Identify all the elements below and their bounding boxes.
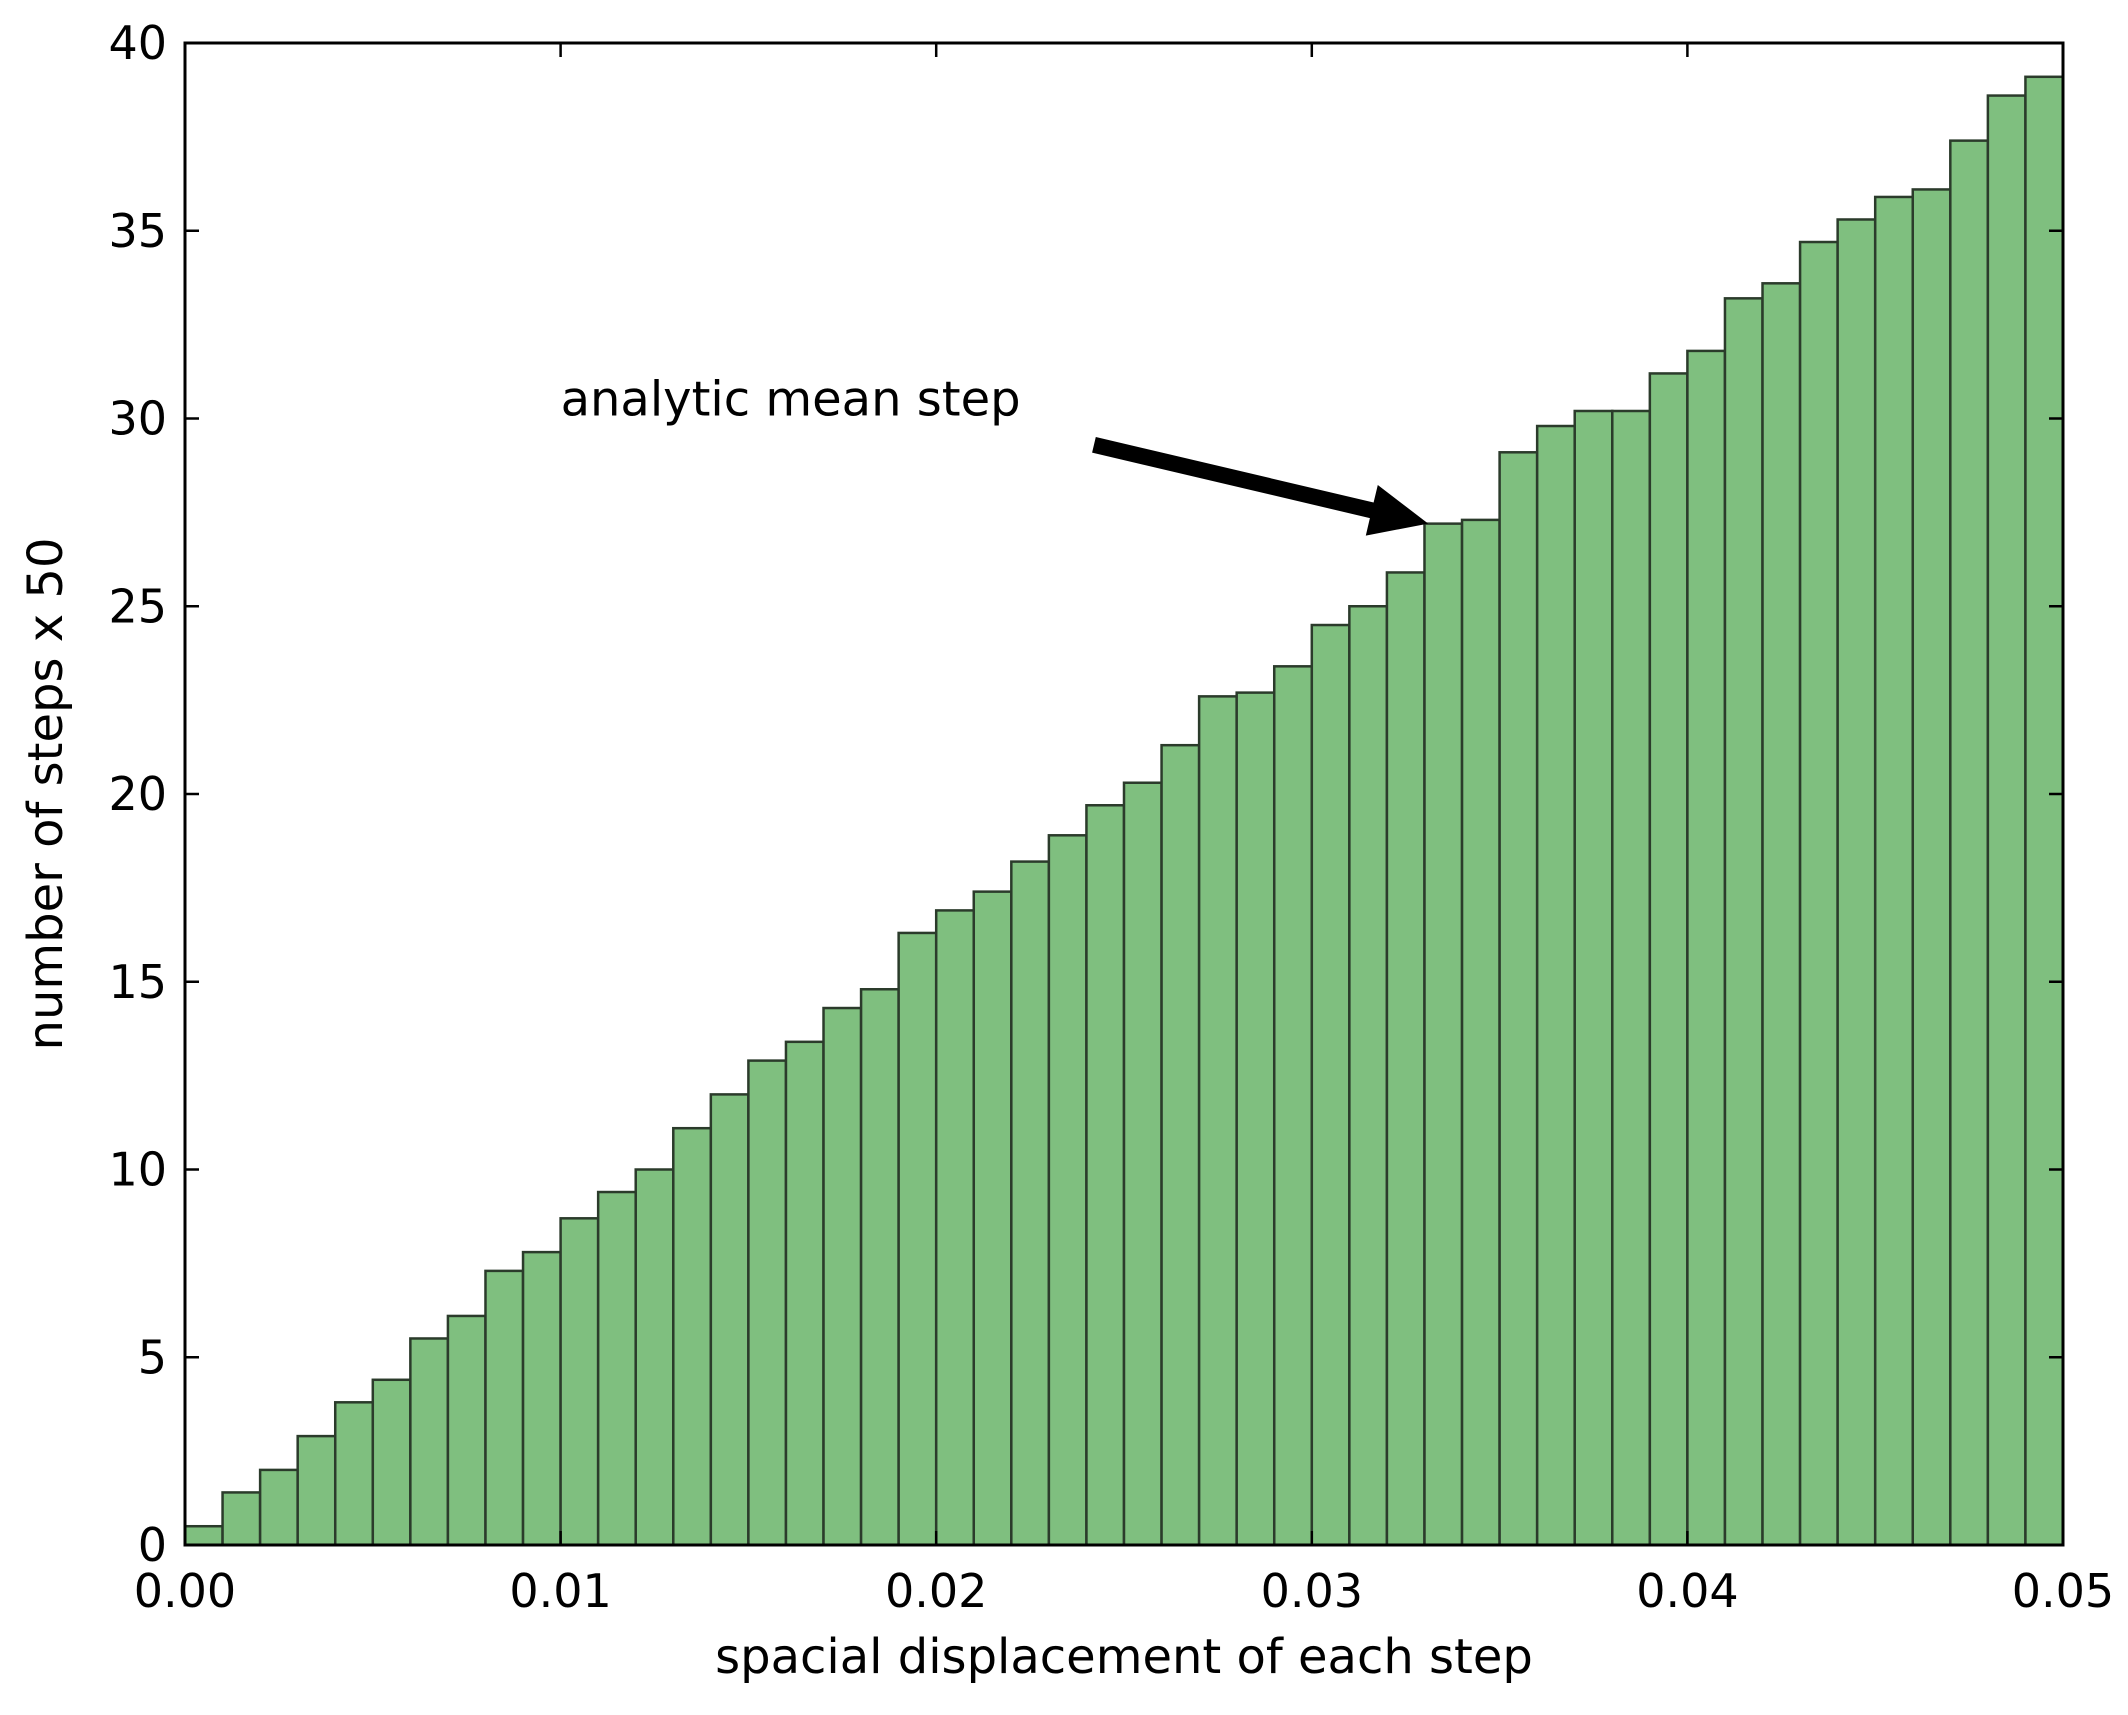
histogram-bar: [446, 1314, 487, 1547]
x-axis-label: spacial displacement of each step: [715, 1629, 1533, 1685]
x-ticks-group: 0.00 0.01 0.02 0.03 0.04 0.05: [134, 43, 2114, 1618]
histogram-bar: [333, 1401, 375, 1547]
histogram-bar: [1160, 743, 1201, 1547]
histogram-bar: [1460, 518, 1501, 1547]
x-tick-label: 0.00: [134, 1564, 236, 1618]
histogram-bar: [221, 1491, 262, 1547]
bars-group: [183, 75, 2065, 1547]
histogram-bar: [1611, 409, 1652, 1547]
histogram-bar: [296, 1434, 337, 1547]
histogram-bar: [897, 931, 938, 1547]
x-tick-label: 0.02: [885, 1564, 987, 1618]
y-tick-label: 20: [108, 767, 167, 821]
histogram-bar: [1235, 691, 1276, 1547]
y-tick-label: 35: [108, 204, 167, 258]
histogram-bar: [1423, 522, 1464, 1547]
histogram-bar: [1949, 139, 1990, 1547]
y-axis-label: number of steps x 50: [18, 538, 74, 1051]
histogram-bar: [1535, 424, 1576, 1547]
histogram-bar: [1686, 349, 1727, 1547]
histogram-bar: [709, 1093, 750, 1547]
histogram-bar: [1498, 451, 1539, 1547]
histogram-bar: [784, 1040, 825, 1547]
histogram-bar: [972, 890, 1013, 1547]
annotation-text: analytic mean step: [561, 372, 1021, 428]
histogram-bar: [521, 1250, 562, 1547]
histogram-bar: [409, 1337, 450, 1547]
histogram-bar: [258, 1468, 299, 1547]
histogram-bar: [672, 1126, 713, 1547]
histogram-bar: [2024, 75, 2065, 1547]
annotation-arrow: [1092, 437, 1429, 536]
histogram-bar: [1573, 409, 1614, 1547]
y-tick-label: 15: [108, 955, 167, 1009]
y-tick-label: 40: [108, 16, 167, 70]
y-tick-label: 5: [138, 1330, 167, 1384]
histogram-bar: [1122, 781, 1163, 1547]
y-tick-label: 10: [108, 1143, 167, 1197]
histogram-bar: [1197, 695, 1238, 1547]
histogram-bar: [934, 909, 976, 1547]
histogram-bar: [1348, 605, 1389, 1547]
histogram-bar: [1873, 195, 1915, 1547]
y-tick-label: 30: [108, 392, 167, 446]
histogram-bar: [859, 988, 900, 1547]
x-tick-label: 0.04: [1636, 1564, 1738, 1618]
histogram-bar: [1723, 297, 1764, 1547]
histogram-bar: [1836, 218, 1877, 1547]
histogram-bar: [1272, 665, 1314, 1547]
histogram-bar: [1798, 240, 1839, 1547]
histogram-bar: [1047, 834, 1088, 1547]
y-ticks-group: 0 5 10 15 20 25 30 35 40: [108, 16, 2063, 1572]
histogram-bar: [1310, 623, 1351, 1547]
histogram-bar: [484, 1269, 525, 1547]
histogram-bar: [1085, 804, 1126, 1547]
histogram-bar: [1385, 571, 1426, 1547]
histogram-bar: [822, 1006, 863, 1547]
y-tick-label: 25: [108, 579, 167, 633]
histogram-bar: [1911, 188, 1952, 1547]
histogram-bar: [1648, 372, 1689, 1547]
histogram-bar: [1761, 282, 1802, 1547]
annotation-group: analytic mean step: [561, 372, 1429, 536]
histogram-bar: [183, 1524, 224, 1547]
histogram-bar: [1010, 860, 1051, 1547]
x-tick-label: 0.01: [509, 1564, 611, 1618]
histogram-bar: [747, 1059, 788, 1547]
histogram-bar: [634, 1168, 675, 1547]
y-tick-label: 0: [138, 1518, 167, 1572]
histogram-bar: [559, 1217, 600, 1547]
x-tick-label: 0.03: [1261, 1564, 1363, 1618]
histogram-bar: [596, 1190, 637, 1547]
histogram-bar: [1986, 94, 2027, 1547]
histogram-bar: [371, 1378, 412, 1547]
x-tick-label: 0.05: [2012, 1564, 2114, 1618]
